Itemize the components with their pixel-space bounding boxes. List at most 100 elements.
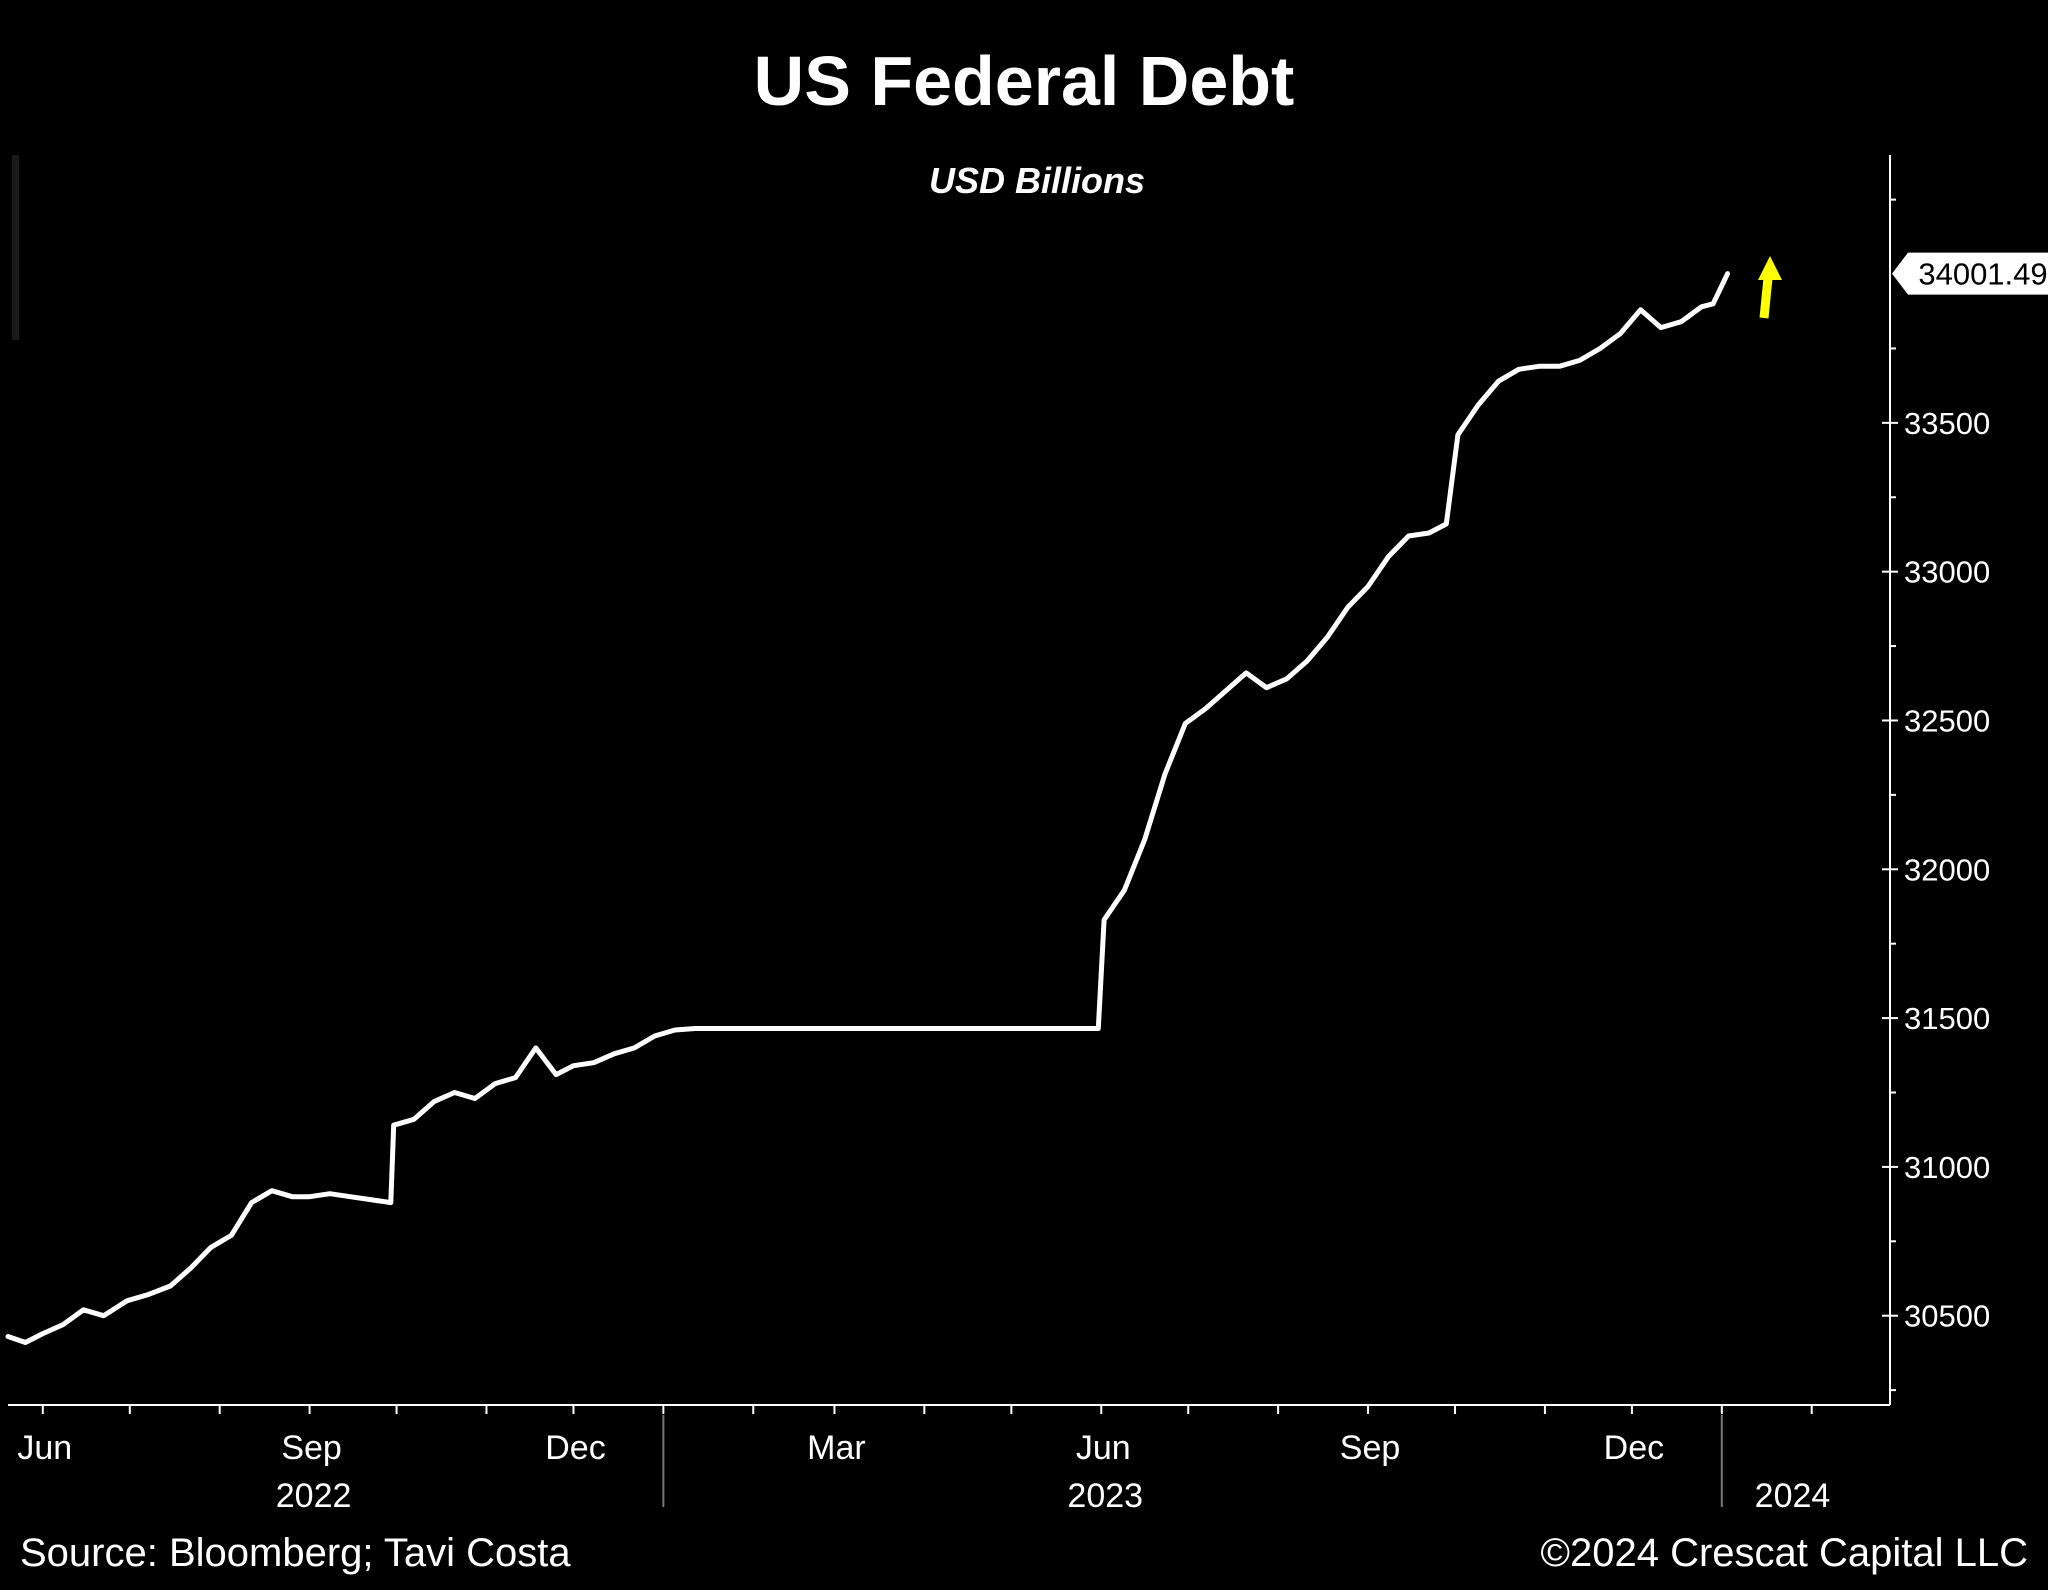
- data-point: [189, 1266, 193, 1270]
- data-point: [328, 1192, 332, 1196]
- data-point: [348, 1195, 352, 1199]
- data-point: [751, 1026, 755, 1031]
- data-point: [41, 1332, 45, 1336]
- copyright-note: ©2024 Crescat Capital LLC: [1541, 1531, 2029, 1575]
- y-minor-ticks: [1890, 198, 1896, 1392]
- data-point: [493, 1082, 497, 1086]
- data-point: [673, 1028, 677, 1032]
- data-point: [554, 1073, 558, 1077]
- data-point: [1122, 888, 1126, 892]
- left-edge-artifact: [12, 155, 19, 340]
- data-point: [1679, 320, 1683, 324]
- data-point: [412, 1117, 416, 1121]
- data-point: [473, 1096, 477, 1101]
- data-point: [1224, 689, 1228, 693]
- x-year-label: 2022: [276, 1477, 352, 1515]
- data-point: [1407, 534, 1411, 538]
- y-tick-label: 32500: [1904, 703, 1990, 738]
- data-point: [6, 1334, 10, 1339]
- up-arrow-icon: [1758, 256, 1782, 319]
- data-point: [1143, 837, 1147, 842]
- x-year-label: 2023: [1067, 1477, 1143, 1515]
- data-point: [1537, 364, 1541, 368]
- last-value-badge: 34001.49: [1892, 252, 2048, 295]
- data-point: [1659, 326, 1663, 330]
- source-note: Source: Bloomberg; Tavi Costa: [20, 1531, 571, 1575]
- last-value-label: 34001.49: [1918, 257, 2047, 292]
- data-point: [1325, 635, 1329, 639]
- data-point: [432, 1099, 436, 1103]
- x-ticks: Jun Sep Dec Mar Jun Sep Dec: [17, 1429, 1664, 1467]
- data-point: [453, 1090, 457, 1095]
- data-point: [832, 1026, 837, 1031]
- data-point: [392, 1123, 396, 1127]
- data-point: [81, 1308, 85, 1312]
- data-point: [250, 1201, 254, 1205]
- data-point: [513, 1076, 518, 1080]
- x-tick-label: Dec: [1604, 1429, 1664, 1467]
- y-ticks: 30500 31000 31500 32000 32500 33000 33500: [1882, 406, 1990, 1334]
- data-point: [368, 1198, 373, 1202]
- data-point: [389, 1201, 393, 1205]
- data-point: [270, 1189, 274, 1193]
- data-point: [1618, 332, 1622, 336]
- data-point: [592, 1061, 596, 1065]
- data-point: [1444, 522, 1448, 526]
- data-point: [534, 1046, 538, 1050]
- y-tick-label: 30500: [1904, 1299, 1990, 1334]
- x-year-label: 2024: [1755, 1477, 1831, 1515]
- data-point: [229, 1233, 233, 1237]
- data-point: [1427, 531, 1431, 535]
- year-labels: 2022 2023 2024: [276, 1415, 1831, 1515]
- y-tick-label: 31000: [1904, 1150, 1990, 1185]
- data-point: [693, 1026, 697, 1031]
- x-tick-label: Jun: [1076, 1429, 1131, 1467]
- y-tick-label: 33000: [1904, 555, 1990, 590]
- data-point: [209, 1245, 213, 1249]
- data-point: [1009, 1026, 1013, 1031]
- data-point: [1598, 346, 1602, 351]
- data-point: [1264, 686, 1269, 690]
- data-point: [714, 1026, 718, 1031]
- x-tick-label: Dec: [545, 1429, 605, 1467]
- data-point: [612, 1052, 616, 1056]
- y-tick-label: 31500: [1904, 1001, 1990, 1036]
- data-point: [571, 1064, 576, 1068]
- data-point: [145, 1293, 149, 1297]
- data-point: [1305, 659, 1309, 663]
- data-point: [23, 1340, 27, 1345]
- data-point: [1456, 433, 1460, 437]
- data-point: [61, 1323, 65, 1327]
- x-tick-label: Sep: [281, 1429, 342, 1467]
- data-point: [168, 1284, 172, 1288]
- data-point: [1346, 605, 1350, 610]
- y-tick-label: 32000: [1904, 852, 1990, 887]
- data-point: [308, 1195, 312, 1199]
- data-point: [1557, 364, 1561, 368]
- data-point: [653, 1034, 657, 1038]
- data-point: [632, 1046, 637, 1050]
- data-point: [1496, 379, 1501, 383]
- y-tick-label: 33500: [1904, 406, 1990, 441]
- series-points: [6, 272, 1730, 1345]
- data-point: [1204, 707, 1208, 711]
- data-point: [1183, 721, 1187, 726]
- data-point: [1285, 677, 1289, 681]
- data-point: [1726, 272, 1730, 276]
- last-value-badge-shape: [1892, 252, 2048, 295]
- data-point: [1476, 403, 1480, 407]
- x-tick-label: Sep: [1340, 1429, 1401, 1467]
- data-point: [1711, 302, 1715, 306]
- data-point: [1517, 367, 1521, 371]
- data-point: [1639, 308, 1643, 312]
- data-point: [1096, 1026, 1100, 1031]
- x-tick-label: Mar: [807, 1429, 866, 1467]
- data-point: [102, 1314, 106, 1318]
- data-point: [1163, 772, 1167, 776]
- data-point: [1699, 305, 1704, 309]
- chart-title: US Federal Debt: [754, 42, 1295, 120]
- chart-subtitle: USD Billions: [929, 160, 1145, 201]
- data-point: [1386, 555, 1390, 559]
